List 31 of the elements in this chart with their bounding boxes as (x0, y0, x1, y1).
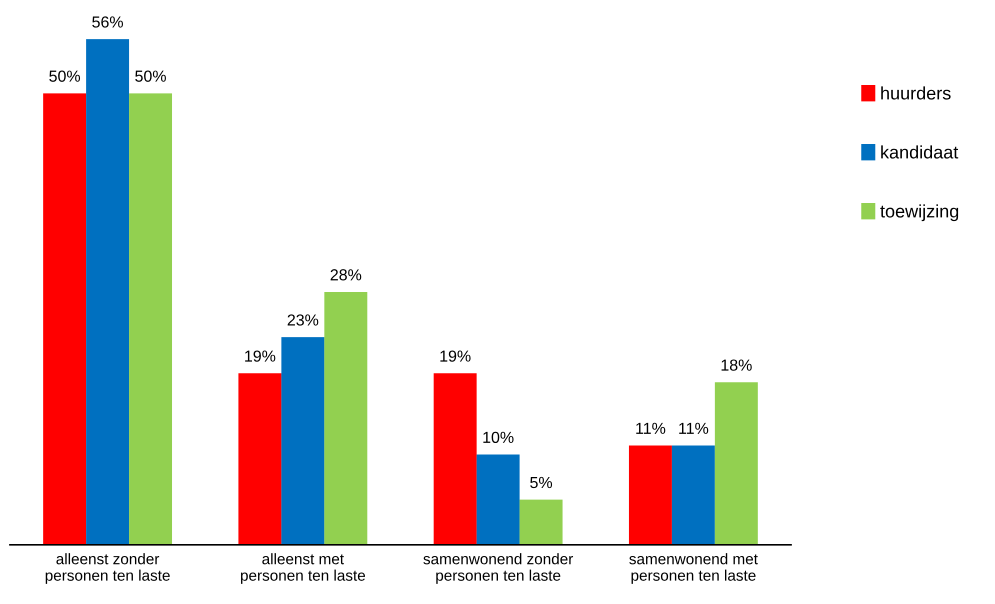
legend-label: kandidaat (881, 145, 958, 159)
x-tick-label: samenwonend zonder personen ten laste (423, 553, 574, 584)
data-label: 11% (636, 422, 666, 434)
bar (281, 337, 324, 545)
legend-label: toewijzing (880, 204, 958, 222)
data-label: 19% (440, 350, 471, 362)
bar (672, 445, 715, 545)
bar (324, 292, 368, 545)
data-label: 50% (135, 70, 166, 82)
data-label: 18% (722, 359, 752, 371)
data-label: 10% (483, 432, 514, 444)
bar (434, 373, 477, 545)
legend-label: huurders (881, 86, 951, 100)
bar (628, 445, 672, 545)
x-tick-label: samenwonend met personen ten laste (629, 553, 758, 584)
data-label: 56% (92, 16, 123, 28)
data-label: 5% (530, 476, 552, 488)
bar (43, 93, 86, 545)
bar (476, 454, 520, 545)
data-label: 28% (330, 269, 362, 280)
bar (129, 93, 172, 545)
data-label: 50% (49, 70, 80, 82)
bar (714, 382, 758, 545)
x-tick-label: alleenst zonder personen ten laste (46, 553, 170, 584)
bar (238, 373, 282, 545)
data-label: 11% (679, 422, 708, 434)
bar (520, 500, 563, 545)
x-tick-label: alleenst met personen ten laste (240, 553, 366, 584)
bar (86, 39, 130, 545)
data-label: 19% (245, 350, 276, 362)
data-label: 23% (288, 314, 318, 326)
